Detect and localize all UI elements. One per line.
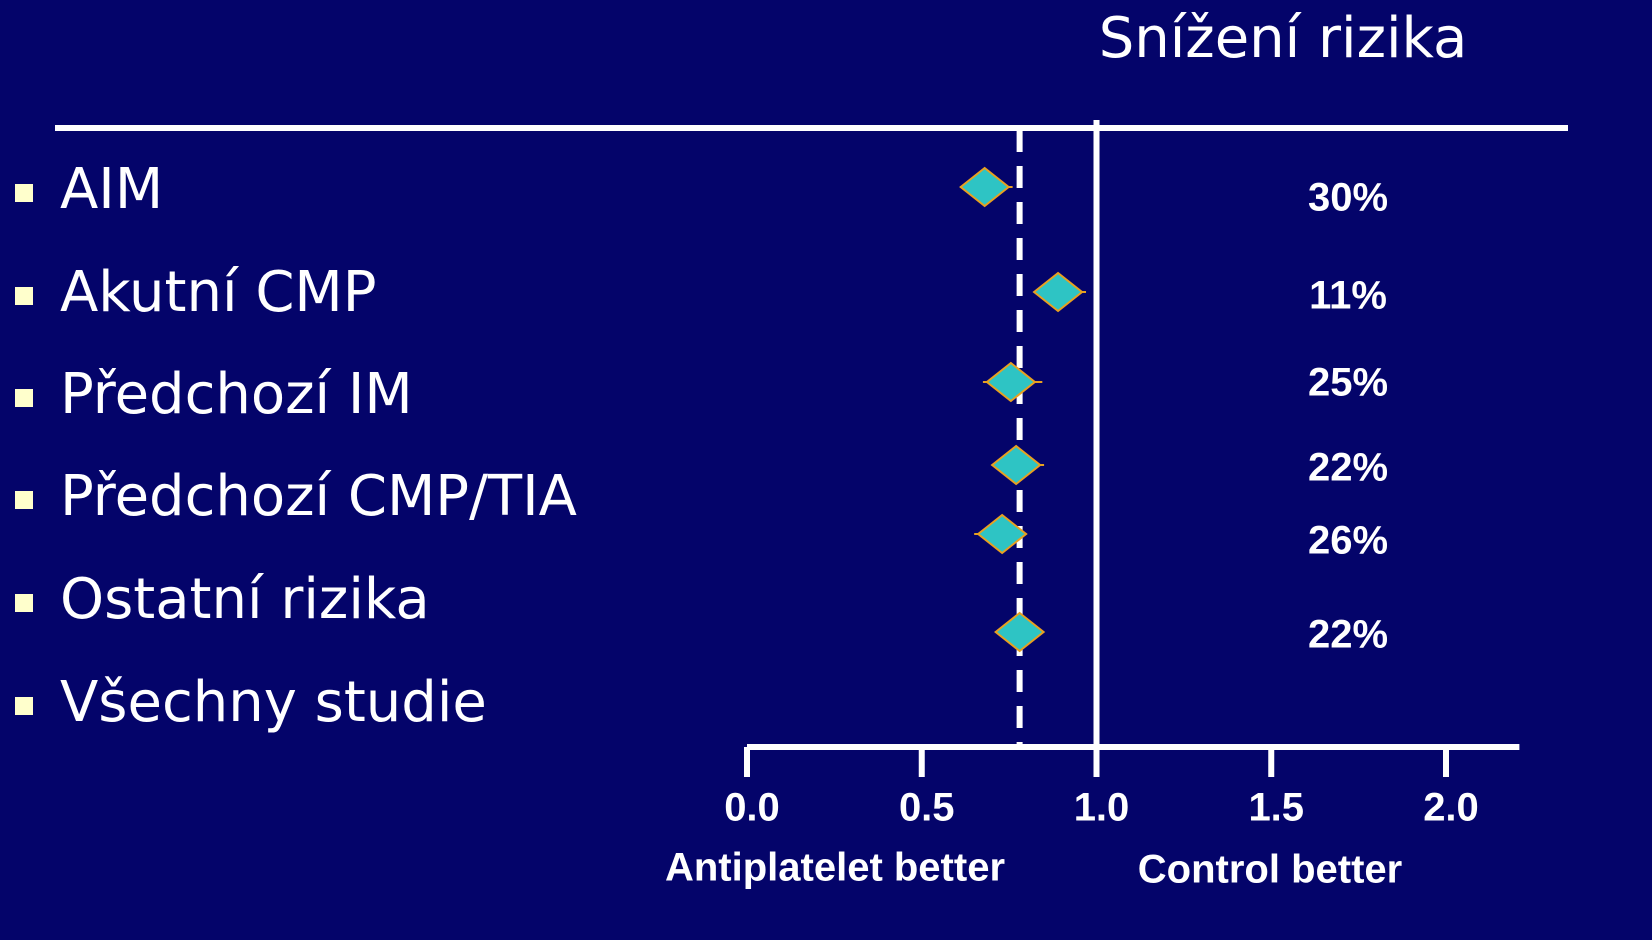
estimate-diamond xyxy=(990,444,1042,486)
category-label: Akutní CMP xyxy=(60,260,377,325)
bullet xyxy=(15,697,33,715)
category-label: Všechny studie xyxy=(60,670,487,735)
bullet xyxy=(15,184,33,202)
x-tick-label: 1.5 xyxy=(1248,786,1304,830)
x-tick-label: 0.5 xyxy=(899,786,955,830)
estimate-diamond xyxy=(993,611,1046,653)
estimate-diamond xyxy=(976,513,1028,555)
estimate-diamond xyxy=(959,166,1011,208)
x-tick-label: 1.0 xyxy=(1074,786,1130,830)
estimate-diamond xyxy=(1032,271,1084,313)
category-label: Předchozí IM xyxy=(60,362,413,427)
x-label-right: Control better xyxy=(1138,848,1402,892)
risk-reduction-label: 26% xyxy=(1308,519,1388,563)
category-label: AIM xyxy=(60,157,163,222)
risk-reduction-label: 25% xyxy=(1308,361,1388,405)
x-tick-label: 2.0 xyxy=(1423,786,1479,830)
bullet xyxy=(15,287,33,305)
x-label-left: Antiplatelet better xyxy=(665,846,1005,890)
risk-reduction-label: 22% xyxy=(1308,613,1388,657)
estimate-diamond xyxy=(985,361,1037,403)
risk-reduction-label: 22% xyxy=(1308,446,1388,490)
risk-reduction-label: 11% xyxy=(1309,274,1387,318)
bullet xyxy=(15,491,33,509)
bullet xyxy=(15,389,33,407)
category-label: Ostatní rizika xyxy=(60,567,430,632)
bullet xyxy=(15,594,33,612)
category-label: Předchozí CMP/TIA xyxy=(60,464,577,529)
risk-reduction-label: 30% xyxy=(1308,176,1388,220)
chart-title: Snížení rizika xyxy=(1099,6,1468,71)
x-tick-label: 0.0 xyxy=(724,786,780,830)
